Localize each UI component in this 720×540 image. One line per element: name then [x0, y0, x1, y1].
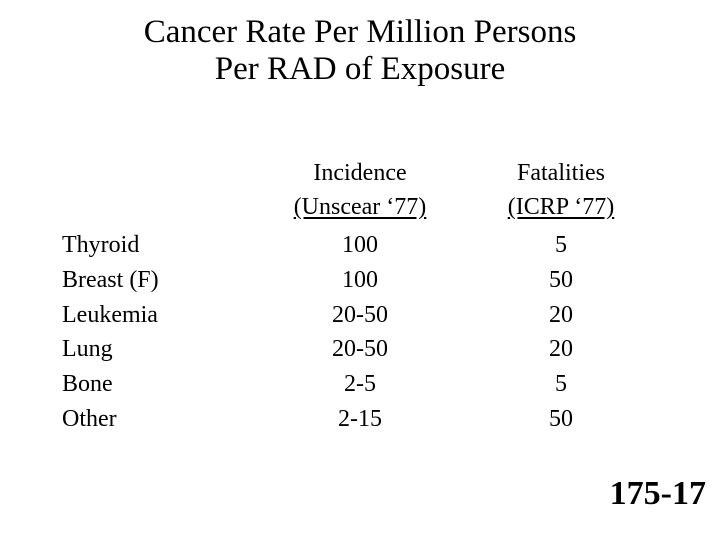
fatalities-value: 5 — [555, 232, 567, 258]
incidence-value: 2-5 — [344, 371, 376, 398]
fatalities-value: 50 — [549, 266, 573, 293]
incidence-value: 20-50 — [332, 336, 388, 363]
fatalities-value: 20 — [549, 301, 573, 328]
fatalities-value: 5 — [555, 371, 567, 398]
slide-title-line-1: Cancer Rate Per Million Persons — [143, 14, 577, 50]
slide-number: 175-17 — [609, 475, 706, 512]
fatalities-value: 50 — [549, 405, 573, 432]
cancer-type-label: Bone — [62, 371, 113, 398]
fatalities-value: 20 — [549, 336, 573, 363]
column-header-incidence: Incidence — [313, 160, 407, 186]
cancer-type-label: Leukemia — [62, 301, 158, 328]
cancer-type-label: Lung — [62, 336, 113, 363]
column-subheader-incidence-source: (Unscear ‘77) — [258, 190, 462, 224]
header-spacer — [62, 190, 258, 224]
fatalities-source-label: (ICRP ‘77) — [507, 194, 615, 220]
column-header-fatalities: Fatalities — [517, 160, 605, 186]
slide-title: Cancer Rate Per Million Persons Per RAD … — [0, 14, 720, 88]
cancer-type-label: Breast (F) — [62, 266, 159, 293]
cancer-rate-table-body: Thyroid 100 5 Breast (F) 100 50 Leukemia… — [62, 228, 660, 437]
column-subheader-fatalities-source: (ICRP ‘77) — [462, 190, 660, 224]
slide-title-line-2: Per RAD of Exposure — [214, 51, 506, 87]
table-column-headers: Incidence Fatalities (Unscear ‘77) (ICRP… — [62, 156, 660, 224]
incidence-value: 100 — [342, 266, 378, 293]
cancer-type-label: Other — [62, 405, 117, 432]
incidence-value: 2-15 — [338, 405, 382, 432]
incidence-source-label: (Unscear ‘77) — [293, 194, 427, 220]
incidence-value: 100 — [342, 232, 378, 258]
header-spacer — [62, 156, 258, 190]
incidence-value: 20-50 — [332, 301, 388, 328]
cancer-type-label: Thyroid — [62, 232, 140, 258]
